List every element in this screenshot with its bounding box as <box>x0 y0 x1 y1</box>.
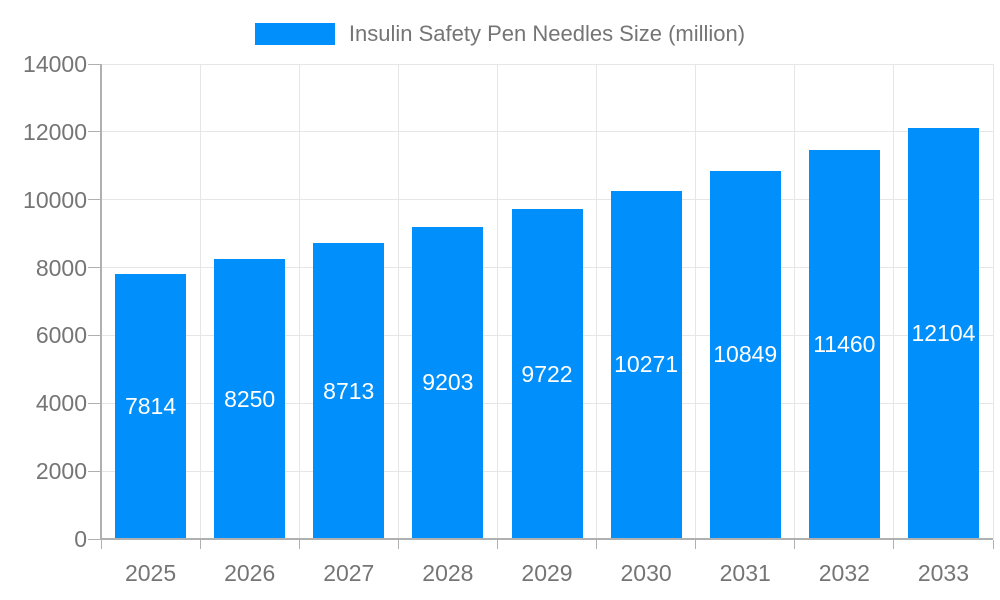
bar: 7814 <box>115 273 187 539</box>
x-tick-label: 2032 <box>818 560 870 586</box>
x-tick-label: 2027 <box>323 560 375 586</box>
bar: 8250 <box>214 259 286 539</box>
legend-label: Insulin Safety Pen Needles Size (million… <box>348 21 746 46</box>
bar: 9722 <box>511 209 583 539</box>
x-tick-label: 2033 <box>917 560 970 586</box>
y-tick-label: 12000 <box>23 118 87 145</box>
x-gridline <box>695 64 697 539</box>
x-tick-label: 2030 <box>620 560 672 586</box>
x-tick <box>695 540 697 549</box>
y-tick-label: 6000 <box>35 322 87 349</box>
y-tick <box>88 402 101 404</box>
bar-value-label: 8713 <box>323 377 375 404</box>
bar-value-label: 7814 <box>124 392 177 419</box>
x-tick <box>199 540 201 549</box>
bar-value-label: 8250 <box>224 385 276 412</box>
x-gridline <box>397 64 399 539</box>
y-gridline <box>101 199 993 201</box>
y-tick <box>88 334 101 336</box>
x-gridline <box>199 64 201 539</box>
y-tick <box>88 199 101 201</box>
bar: 9203 <box>412 226 484 539</box>
y-tick <box>88 470 101 472</box>
x-tick <box>298 540 300 549</box>
x-tick <box>496 540 498 549</box>
y-tick <box>88 538 101 540</box>
x-tick <box>596 540 598 549</box>
x-tick-label: 2025 <box>124 560 177 586</box>
bar-value-label: 9722 <box>521 360 573 387</box>
y-gridline <box>101 63 993 65</box>
y-tick-label: 10000 <box>23 186 87 213</box>
y-tick <box>88 267 101 269</box>
x-tick <box>893 540 895 549</box>
bar: 10849 <box>709 170 781 539</box>
bar-value-label: 12104 <box>911 320 976 347</box>
y-gridline <box>101 131 993 133</box>
x-tick <box>992 540 994 549</box>
x-gridline <box>496 64 498 539</box>
x-tick <box>794 540 796 549</box>
bar-value-label: 10271 <box>614 351 679 378</box>
x-tick-label: 2029 <box>521 560 573 586</box>
x-gridline <box>794 64 796 539</box>
bar: 8713 <box>313 243 385 539</box>
legend-swatch <box>254 23 335 45</box>
bar: 12104 <box>907 128 979 539</box>
x-tick-label: 2028 <box>422 560 474 586</box>
x-tick-label: 2026 <box>224 560 276 586</box>
y-axis-line <box>100 64 102 539</box>
x-gridline <box>596 64 598 539</box>
bar-value-label: 9203 <box>422 369 474 396</box>
bar-value-label: 11460 <box>813 331 876 358</box>
y-tick-label: 14000 <box>23 51 87 77</box>
x-gridline <box>893 64 895 539</box>
bar: 10271 <box>610 190 682 539</box>
y-tick <box>88 131 101 133</box>
plot-area: 0 2000 4000 6000 8000 10000 12000 14000 7814 8250… <box>23 51 994 586</box>
bar: 11460 <box>808 150 880 539</box>
legend: Insulin Safety Pen Needles Size (million… <box>0 21 1000 47</box>
y-tick-label: 4000 <box>35 390 87 417</box>
y-tick-label: 0 <box>74 526 87 552</box>
y-tick-label: 2000 <box>35 458 87 485</box>
x-tick <box>397 540 399 549</box>
y-tick <box>88 63 101 65</box>
x-tick <box>100 540 102 549</box>
bar-value-label: 10849 <box>713 341 778 368</box>
x-tick-label: 2031 <box>719 560 771 586</box>
x-axis-line <box>100 538 993 540</box>
y-tick-label: 8000 <box>35 254 87 281</box>
x-gridline <box>298 64 300 539</box>
x-gridline <box>992 64 994 539</box>
